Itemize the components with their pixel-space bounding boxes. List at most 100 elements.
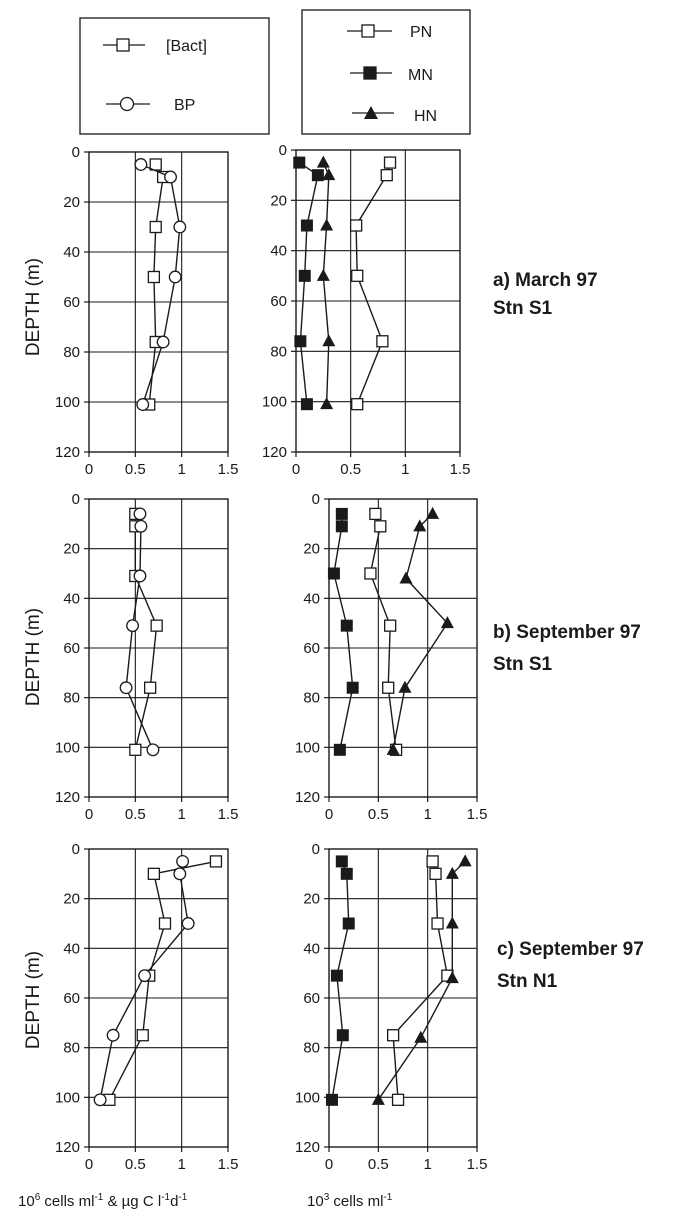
panel-c-right-ytick-label: 0	[312, 841, 320, 858]
panel-c-left-series-bact-point	[209, 855, 223, 868]
panel-b-right-ytick-label: 100	[295, 739, 320, 756]
panel-a-right-series-hn-point	[320, 397, 334, 410]
panel-c-right-xtick-label: 1	[423, 1156, 431, 1173]
panel-a-right-xtick-label: 1	[401, 461, 409, 478]
panel-b-left-series-bact-point	[150, 619, 163, 632]
panel-c-left-series-bp-point	[106, 1028, 120, 1042]
panel-c-right-xtick-label: 0.5	[368, 1156, 389, 1173]
panel-b-right-series-hn-point	[386, 742, 400, 755]
panel-a-left-xtick-label: 1	[177, 461, 185, 478]
panel-b-right-xtick-label: 0.5	[368, 806, 389, 823]
panel-b-right-ytick-label: 60	[303, 640, 320, 657]
legend-pn-marker	[361, 24, 375, 38]
panel-b-right: 0 0.5 1 1.5 0 20 40 60 80 100 120	[295, 491, 487, 823]
legend-right-frame	[301, 9, 471, 135]
panel-a-left-series-bp-point	[164, 170, 177, 184]
panel-b-right-series-hn-point	[398, 680, 412, 693]
panel-b-right-series-hn-point	[440, 616, 454, 629]
y-axis-label-c: DEPTH (m)	[23, 951, 44, 1049]
panel-c-left-series-bp-point	[181, 917, 195, 930]
panel-a-left-series-bact-point	[149, 220, 162, 234]
panel-label-c-line2: Stn N1	[497, 971, 558, 992]
panel-b-right-series-pn-point	[364, 567, 377, 580]
y-axis-label-b: DEPTH (m)	[23, 608, 44, 706]
panel-a-right: 0 0.5 1 1.5 0 20 40 60 80 100 120	[262, 142, 470, 478]
panel-c-right-ytick-label: 100	[295, 1089, 320, 1106]
panel-b-left-series-bact-point	[129, 743, 142, 756]
panel-c-right-series-hn-point	[458, 854, 472, 867]
plot-panels: 0 0.5 1 1.5 0 20 40 60 80 100 120 0 0.5 1 1.5 0 20 40 60 80…	[55, 142, 487, 1173]
panel-c-right-series-pn-point	[426, 855, 439, 868]
panel-c-left-series-bp-point	[138, 969, 152, 983]
panel-b-left-series-bp-line	[125, 513, 154, 751]
panel-a-right-xtick-label: 1.5	[450, 461, 471, 478]
panel-b-left-ytick-label: 0	[72, 491, 80, 508]
panel-b-right-ytick-label: 20	[303, 541, 320, 558]
panel-a-right-series-mn-point	[300, 219, 313, 232]
panel-b-left-series-bact-point	[144, 681, 157, 694]
panel-label-c-line1: c) September 97	[497, 939, 644, 960]
legend-left: [Bact] BP	[79, 17, 270, 135]
panel-label-a-line1: a) March 97	[493, 270, 598, 291]
panel-a-left-series-bp-point	[156, 335, 170, 349]
panel-label-a-line2: Stn S1	[493, 298, 553, 319]
panel-a-left-series-bp-line	[140, 163, 181, 405]
panel-label-b-line2: Stn S1	[493, 654, 553, 675]
panel-b-right-series-hn-point	[399, 571, 413, 584]
panel-c-left-ytick-label: 0	[72, 841, 80, 858]
panel-b-left-series-bp-point	[133, 507, 147, 521]
legend-bact-marker	[116, 38, 130, 52]
panel-b-right-xtick-label: 0	[325, 806, 333, 823]
panel-a-left-ytick-label: 40	[63, 244, 80, 261]
panel-b-right-series-pn-line	[369, 513, 397, 750]
legend-mn-label: MN	[408, 67, 433, 84]
panel-b-left-ytick-label: 120	[55, 789, 80, 806]
panel-a-left-series-bact-point	[149, 158, 162, 171]
legend-bp-label: BP	[174, 97, 195, 114]
panel-b-right-series-mn-point	[346, 681, 359, 694]
legend-bp-marker	[119, 96, 135, 112]
panel-a-right-series-mn-point	[311, 169, 324, 182]
panel-a-right-ytick-label: 120	[262, 444, 287, 461]
x-axis-label-right: 103 cells ml-1	[307, 1192, 393, 1210]
panel-b-right-series-mn-point	[335, 507, 348, 520]
panel-b-left-series-bp-point	[134, 519, 148, 533]
panel-b-left-xtick-label: 0.5	[125, 806, 146, 823]
panel-b-right-xtick-label: 1.5	[467, 806, 488, 823]
panel-b-left-xtick-label: 0	[85, 806, 93, 823]
x-axis-label-left: 106 cells ml-1 & µg C l-1d-1	[18, 1192, 188, 1210]
panel-c-right-series-mn-point	[342, 917, 355, 930]
panel-c-right-ytick-label: 60	[303, 990, 320, 1007]
panel-a-left-series-bp-point	[134, 158, 148, 171]
legend-left-frame	[79, 17, 270, 135]
panel-c-left: 0 0.5 1 1.5 0 20 40 60 80 100 120	[55, 841, 238, 1173]
panel-c-left-ytick-label: 80	[63, 1040, 80, 1057]
panel-b-right-ytick-label: 120	[295, 789, 320, 806]
panel-a-right-ytick-label: 80	[270, 343, 287, 360]
panel-b-left-series-bp-point	[119, 681, 133, 695]
panel-b-right-series-pn-point	[369, 507, 382, 521]
panel-a-right-series-mn-point	[300, 398, 313, 411]
panel-a-left: 0 0.5 1 1.5 0 20 40 60 80 100 120	[55, 144, 238, 478]
panel-a-right-ytick-label: 40	[270, 243, 287, 260]
panel-c-right-xtick-label: 1.5	[467, 1156, 488, 1173]
panel-c-left-series-bact-point	[147, 867, 161, 880]
legend-right: PN MN HN	[301, 9, 471, 135]
panel-c-right-series-hn-point	[445, 866, 459, 879]
panel-c-left-ytick-label: 100	[55, 1089, 80, 1106]
panel-b-left-ytick-label: 20	[63, 541, 80, 558]
panel-a-left-xtick-label: 0.5	[125, 461, 146, 478]
panel-c-right-series-mn-point	[335, 855, 348, 868]
panel-a-left-series-bact-line	[148, 164, 164, 405]
panel-a-right-series-pn-point	[383, 156, 397, 169]
panel-c-right-series-mn-point	[325, 1093, 338, 1106]
legend-bact-label: [Bact]	[166, 38, 207, 55]
panel-a-right-series-mn-point	[298, 269, 311, 282]
panel-a-right-series-mn-line	[298, 162, 319, 405]
panel-c-left-series-bact-line	[108, 860, 217, 1101]
panel-b-left-ytick-label: 80	[63, 690, 80, 707]
panel-b-right-series-mn-point	[327, 567, 340, 580]
panel-c-right-series-mn-point	[330, 969, 343, 982]
panel-b-right-series-hn-point	[426, 506, 440, 519]
